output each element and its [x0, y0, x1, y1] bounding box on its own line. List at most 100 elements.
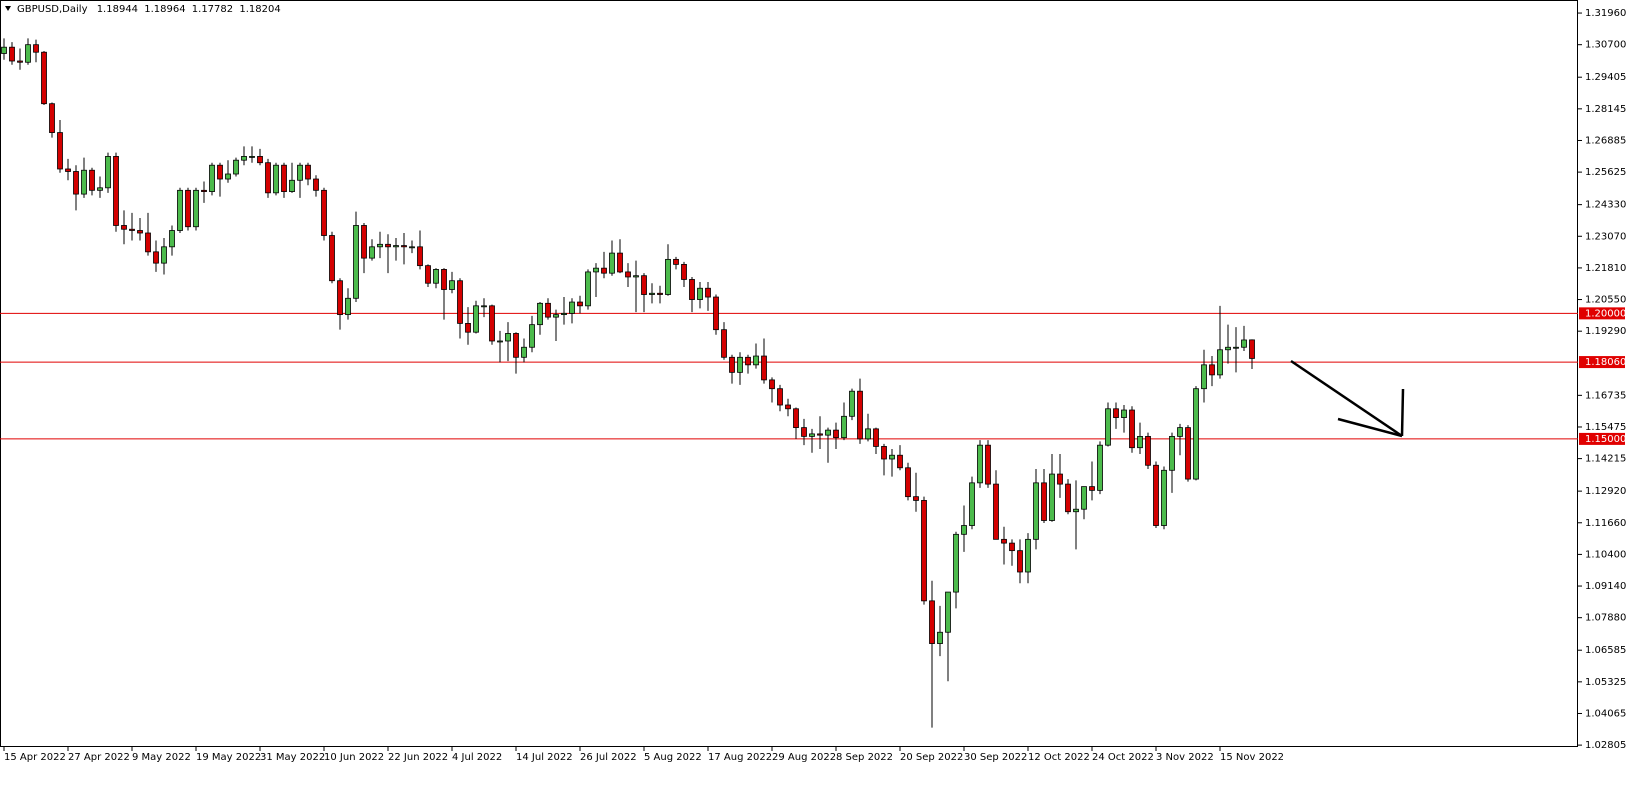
- candle-body: [921, 500, 927, 602]
- x-tick-label: 3 Nov 2022: [1156, 752, 1214, 763]
- candle-body: [321, 189, 327, 236]
- x-tick-label: 24 Oct 2022: [1092, 752, 1154, 763]
- candle-body: [889, 454, 895, 460]
- candle-body: [1049, 473, 1055, 521]
- candle-body: [385, 243, 391, 248]
- candle-body: [225, 173, 231, 180]
- candle-body: [593, 267, 599, 273]
- candle-body: [377, 243, 383, 248]
- y-tick-label: 1.15475: [1585, 422, 1626, 433]
- candle-body: [345, 297, 351, 316]
- candle-body: [1073, 508, 1079, 513]
- candle-body: [121, 225, 127, 230]
- candle-body: [713, 296, 719, 331]
- y-tick-label: 1.20550: [1585, 295, 1626, 306]
- x-tick-label: 10 Jun 2022: [324, 752, 384, 763]
- candle-body: [513, 333, 519, 358]
- candle-body: [641, 275, 647, 295]
- candle-body: [801, 427, 807, 437]
- candle-body: [753, 355, 759, 366]
- menu-icon: [5, 6, 11, 11]
- candle-body: [985, 444, 991, 485]
- candle-body: [201, 189, 207, 192]
- candle-body: [41, 51, 47, 105]
- candle-body: [241, 156, 247, 161]
- candle-body: [961, 525, 967, 535]
- candle-body: [953, 533, 959, 593]
- candle-body: [553, 314, 559, 318]
- candle-body: [473, 305, 479, 333]
- candle-body: [1249, 339, 1255, 359]
- candle-body: [689, 279, 695, 300]
- candle-body: [873, 428, 879, 447]
- x-tick-label: 15 Nov 2022: [1220, 752, 1284, 763]
- y-tick-label: 1.23070: [1585, 231, 1626, 242]
- candle-body: [1193, 388, 1199, 480]
- level-label: 1.20000: [1585, 308, 1626, 319]
- y-tick-label: 1.12920: [1585, 486, 1626, 497]
- candle-body: [761, 355, 767, 381]
- arrow-head: [1337, 417, 1403, 438]
- y-tick-label: 1.05325: [1585, 677, 1626, 688]
- candle-body: [1185, 427, 1191, 480]
- candle-body: [25, 44, 31, 63]
- candle-body: [257, 156, 263, 164]
- x-tick-label: 17 Aug 2022: [708, 752, 772, 763]
- candle-body: [65, 168, 71, 172]
- candle-body: [969, 482, 975, 526]
- candle-body: [937, 631, 943, 644]
- candle-body: [417, 246, 423, 267]
- x-tick-label: 31 May 2022: [260, 752, 325, 763]
- candle-body: [369, 246, 375, 259]
- level-label: 1.15000: [1585, 434, 1626, 445]
- candle-body: [729, 356, 735, 373]
- level-label-box: [1579, 356, 1625, 369]
- header-open: 1.18944: [97, 4, 138, 15]
- candle-body: [1145, 435, 1151, 466]
- plot-frame: [0, 0, 1578, 747]
- candle-body: [361, 225, 367, 259]
- candle-body: [169, 230, 175, 248]
- arrow: [1290, 359, 1405, 438]
- candle-body: [817, 433, 823, 436]
- candle-body: [233, 159, 239, 175]
- candle-body: [105, 156, 111, 189]
- candle-body: [441, 269, 447, 290]
- candle-body: [569, 301, 575, 314]
- x-tick-label: 19 May 2022: [196, 752, 261, 763]
- candle-body: [161, 246, 167, 264]
- candle-body: [777, 388, 783, 406]
- candle-body: [33, 44, 39, 53]
- y-tick-label: 1.10400: [1585, 549, 1626, 560]
- x-tick-label: 12 Oct 2022: [1028, 752, 1090, 763]
- y-tick-label: 1.25625: [1585, 167, 1626, 178]
- candle-body: [721, 329, 727, 358]
- y-tick-label: 1.16735: [1585, 390, 1626, 401]
- candle-body: [1161, 469, 1167, 526]
- x-tick-label: 30 Sep 2022: [964, 752, 1027, 763]
- candle-body: [329, 235, 335, 282]
- candle-body: [1137, 435, 1143, 449]
- candle-body: [1041, 482, 1047, 521]
- y-tick-label: 1.04065: [1585, 708, 1626, 719]
- candle-body: [57, 132, 63, 170]
- candle-body: [665, 258, 671, 295]
- candle-body: [825, 429, 831, 436]
- y-tick-label: 1.29405: [1585, 72, 1626, 83]
- candle-body: [1057, 473, 1063, 485]
- header-high: 1.18964: [144, 4, 185, 15]
- candle-body: [465, 323, 471, 333]
- candle-body: [561, 312, 567, 316]
- candle-body: [497, 340, 503, 343]
- candle-body: [337, 280, 343, 316]
- candle-body: [1209, 364, 1215, 376]
- candle-body: [657, 292, 663, 295]
- candle-body: [1217, 349, 1223, 376]
- candle-body: [625, 271, 631, 278]
- candle-body: [425, 265, 431, 284]
- header-low: 1.17782: [192, 4, 233, 15]
- candle-body: [609, 252, 615, 274]
- candle-body: [1089, 486, 1095, 491]
- candle-body: [353, 225, 359, 299]
- candle-body: [297, 164, 303, 181]
